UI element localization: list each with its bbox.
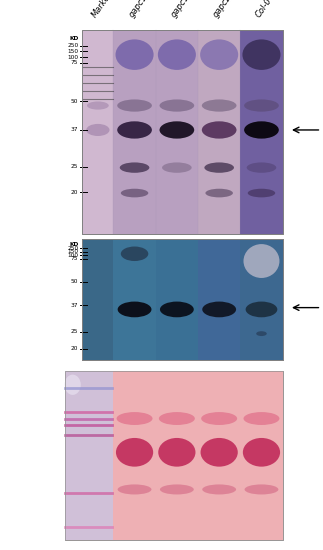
Ellipse shape [160,485,194,494]
Ellipse shape [65,375,81,395]
Ellipse shape [118,301,151,317]
Bar [198,239,240,360]
Text: 100: 100 [68,54,78,59]
Ellipse shape [116,40,154,70]
Ellipse shape [86,124,109,136]
Text: 250: 250 [67,43,78,48]
Bar [198,371,240,540]
Ellipse shape [204,162,234,173]
Ellipse shape [117,100,152,112]
Text: KD: KD [69,36,78,41]
Text: gapc1: gapc1 [170,0,192,19]
Ellipse shape [118,485,151,494]
Ellipse shape [245,301,277,317]
Ellipse shape [244,412,279,425]
Ellipse shape [158,438,195,466]
Ellipse shape [121,246,148,261]
Ellipse shape [159,412,195,425]
Bar [82,239,283,360]
Ellipse shape [201,412,237,425]
Bar [240,371,283,540]
Ellipse shape [160,100,194,112]
Text: 100: 100 [68,252,78,258]
Bar [198,30,240,234]
Text: 25: 25 [71,164,78,169]
Bar [65,371,283,540]
Bar [65,371,113,540]
Bar [156,30,198,234]
Text: Marker: Marker [90,0,115,19]
Ellipse shape [120,162,149,173]
Ellipse shape [205,189,233,197]
Bar [113,239,156,360]
Ellipse shape [200,40,238,70]
Bar [65,371,283,540]
Ellipse shape [202,485,236,494]
Ellipse shape [202,301,236,317]
Ellipse shape [202,100,236,112]
Text: 75: 75 [71,256,78,261]
Bar [156,239,198,360]
Ellipse shape [162,162,192,173]
Ellipse shape [158,40,196,70]
Ellipse shape [243,40,280,70]
Ellipse shape [116,438,153,466]
Text: 250: 250 [67,246,78,251]
Ellipse shape [244,100,279,112]
Text: 50: 50 [71,99,78,104]
Text: 150: 150 [68,249,78,254]
Ellipse shape [256,331,267,336]
Bar [82,239,113,360]
Ellipse shape [87,101,109,109]
Ellipse shape [247,162,276,173]
Ellipse shape [117,122,152,139]
Text: gapc2: gapc2 [212,0,234,19]
Bar [82,239,283,360]
Ellipse shape [248,189,275,197]
Text: 75: 75 [71,60,78,65]
Ellipse shape [245,485,278,494]
Text: 25: 25 [71,329,78,334]
Bar [113,30,156,234]
Text: 150: 150 [68,49,78,54]
Ellipse shape [160,301,194,317]
Bar [82,30,283,234]
Ellipse shape [244,122,279,139]
Text: 37: 37 [71,302,78,307]
Ellipse shape [202,122,236,139]
Text: 20: 20 [71,190,78,195]
Bar [156,371,198,540]
Text: 50: 50 [71,279,78,284]
Ellipse shape [160,122,194,139]
Bar [240,239,283,360]
Text: KD: KD [69,241,78,246]
Text: gapc1gapc2: gapc1gapc2 [127,0,164,19]
Ellipse shape [243,438,280,466]
Text: Col-0: Col-0 [254,0,274,19]
Bar [113,371,156,540]
Bar [240,30,283,234]
Text: 20: 20 [71,346,78,351]
Ellipse shape [121,189,148,197]
Bar [82,30,283,234]
Ellipse shape [117,412,152,425]
Bar [82,30,113,234]
Text: 37: 37 [71,128,78,133]
Ellipse shape [201,438,238,466]
Ellipse shape [244,244,279,278]
